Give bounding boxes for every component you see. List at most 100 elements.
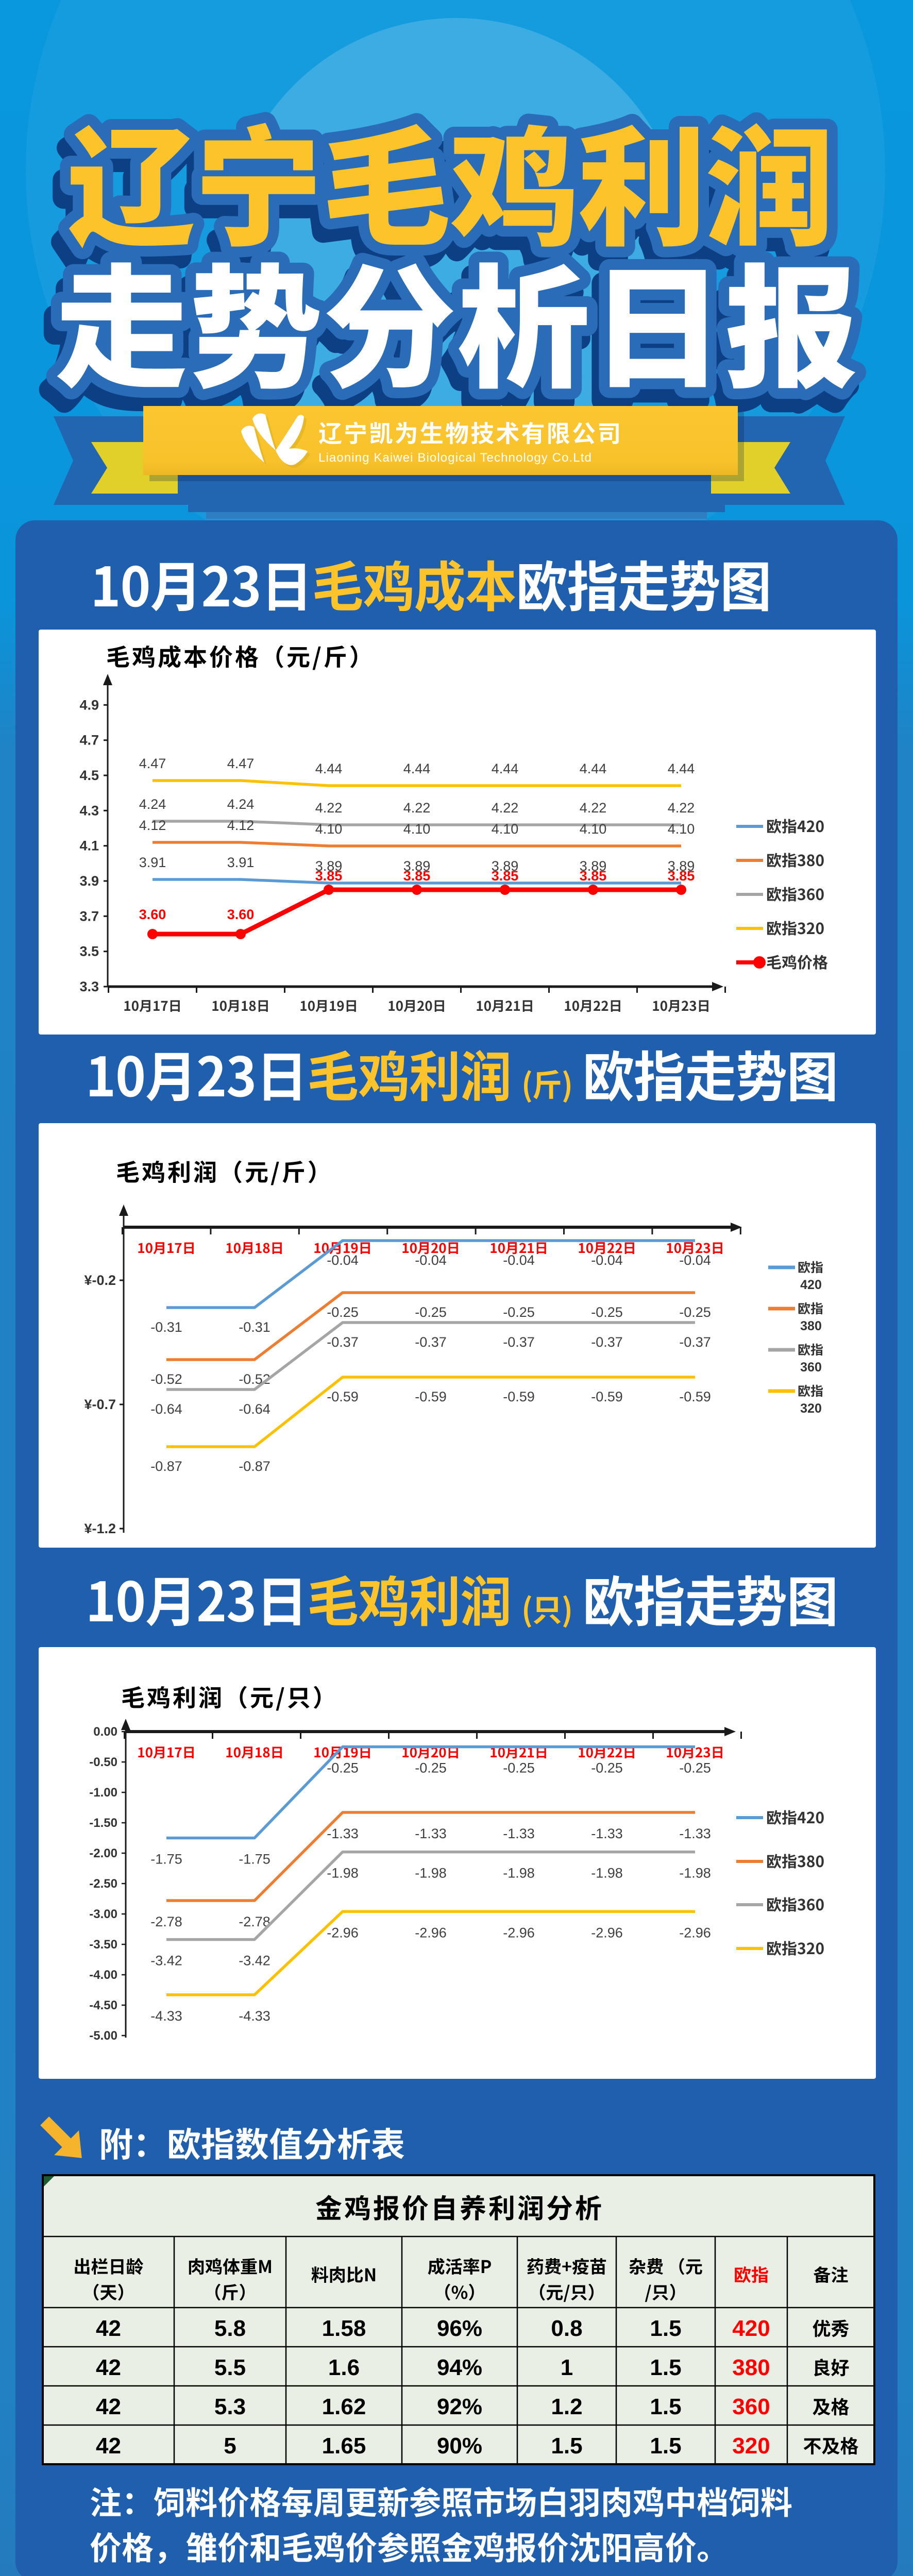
svg-text:94%: 94%	[437, 2355, 482, 2380]
svg-text:-0.59: -0.59	[679, 1389, 711, 1404]
svg-text:320: 320	[732, 2433, 770, 2459]
svg-text:3.7: 3.7	[79, 908, 99, 924]
svg-text:3.5: 3.5	[79, 944, 99, 959]
svg-text:4.47: 4.47	[139, 756, 166, 771]
svg-text:-0.52: -0.52	[239, 1371, 270, 1387]
svg-text:-1.00: -1.00	[89, 1786, 117, 1800]
svg-text:4.10: 4.10	[403, 821, 431, 837]
svg-text:-0.25: -0.25	[503, 1304, 535, 1320]
svg-text:3.85: 3.85	[492, 868, 519, 884]
svg-text:-0.25: -0.25	[415, 1760, 447, 1776]
svg-text:-0.59: -0.59	[591, 1389, 623, 1404]
svg-text:4.44: 4.44	[315, 761, 343, 776]
svg-text:4.22: 4.22	[492, 800, 519, 816]
svg-text:1.5: 1.5	[650, 2394, 681, 2419]
svg-text:5.5: 5.5	[214, 2355, 246, 2380]
svg-text:-0.25: -0.25	[591, 1760, 623, 1776]
svg-text:-1.98: -1.98	[679, 1866, 711, 1881]
svg-text:-1.33: -1.33	[327, 1826, 359, 1841]
svg-text:42: 42	[96, 2394, 121, 2419]
svg-text:-1.98: -1.98	[327, 1866, 359, 1881]
svg-text:42: 42	[96, 2316, 121, 2341]
svg-text:-0.25: -0.25	[679, 1304, 711, 1320]
svg-text:-1.33: -1.33	[503, 1826, 535, 1841]
svg-text:360: 360	[800, 1360, 822, 1375]
svg-text:-0.04: -0.04	[415, 1252, 447, 1268]
svg-text:5.3: 5.3	[214, 2394, 246, 2419]
svg-text:4.47: 4.47	[227, 756, 255, 771]
svg-text:-4.33: -4.33	[239, 2008, 270, 2024]
svg-text:0.00: 0.00	[93, 1725, 117, 1739]
svg-text:-0.25: -0.25	[591, 1304, 623, 1320]
svg-text:4.22: 4.22	[668, 800, 695, 816]
svg-text:4.10: 4.10	[668, 821, 695, 837]
svg-text:1.6: 1.6	[328, 2355, 360, 2380]
svg-text:320: 320	[800, 1401, 822, 1416]
svg-text:-2.96: -2.96	[503, 1925, 535, 1940]
svg-text:1: 1	[561, 2355, 573, 2380]
svg-text:4.22: 4.22	[403, 800, 431, 816]
svg-text:3.60: 3.60	[227, 907, 255, 922]
svg-text:1.5: 1.5	[650, 2433, 681, 2459]
svg-text:3.89: 3.89	[492, 858, 519, 874]
svg-text:96%: 96%	[437, 2316, 482, 2341]
svg-text:5: 5	[224, 2433, 236, 2459]
svg-text:-0.64: -0.64	[239, 1401, 270, 1417]
svg-text:-3.42: -3.42	[239, 1953, 270, 1969]
svg-text:4.22: 4.22	[315, 800, 343, 816]
svg-text:-1.50: -1.50	[89, 1816, 117, 1830]
svg-text:4.3: 4.3	[79, 803, 99, 818]
svg-text:-0.59: -0.59	[503, 1389, 535, 1404]
svg-text:3.85: 3.85	[668, 868, 695, 884]
svg-text:4.44: 4.44	[580, 761, 607, 776]
svg-text:-1.33: -1.33	[679, 1826, 711, 1841]
svg-text:-2.96: -2.96	[679, 1925, 711, 1940]
svg-text:3.60: 3.60	[139, 907, 166, 922]
svg-text:-2.96: -2.96	[327, 1925, 359, 1940]
svg-text:4.7: 4.7	[79, 733, 99, 748]
svg-text:Liaoning Kaiwei Biological Tec: Liaoning Kaiwei Biological Technology Co…	[318, 451, 592, 465]
svg-text:4.12: 4.12	[139, 818, 166, 833]
svg-text:90%: 90%	[437, 2433, 482, 2459]
svg-text:3.89: 3.89	[580, 858, 607, 874]
svg-text:420: 420	[732, 2316, 770, 2341]
svg-text:360: 360	[732, 2394, 770, 2419]
svg-text:3.85: 3.85	[315, 868, 343, 884]
svg-text:-0.31: -0.31	[150, 1319, 182, 1335]
svg-text:5.8: 5.8	[214, 2316, 246, 2341]
svg-text:3.89: 3.89	[403, 858, 431, 874]
svg-text:-0.25: -0.25	[327, 1304, 359, 1320]
svg-text:-0.52: -0.52	[150, 1371, 182, 1387]
svg-text:-1.75: -1.75	[150, 1852, 182, 1867]
svg-text:¥-0.7: ¥-0.7	[84, 1397, 116, 1412]
svg-text:-0.04: -0.04	[327, 1252, 359, 1268]
svg-text:4.44: 4.44	[492, 761, 519, 776]
svg-text:-0.04: -0.04	[503, 1252, 535, 1268]
svg-text:4.22: 4.22	[580, 800, 607, 816]
svg-text:¥-1.2: ¥-1.2	[84, 1521, 116, 1536]
svg-text:1.5: 1.5	[551, 2433, 582, 2459]
svg-text:3.9: 3.9	[79, 873, 99, 889]
svg-text:4.9: 4.9	[79, 697, 99, 713]
svg-text:-1.33: -1.33	[415, 1826, 447, 1841]
svg-text:-0.04: -0.04	[679, 1252, 711, 1268]
svg-text:-0.87: -0.87	[239, 1459, 270, 1474]
svg-text:-1.33: -1.33	[591, 1826, 623, 1841]
svg-text:-1.98: -1.98	[503, 1866, 535, 1881]
svg-text:92%: 92%	[437, 2394, 482, 2419]
svg-text:¥-0.2: ¥-0.2	[84, 1273, 116, 1288]
svg-text:380: 380	[800, 1319, 822, 1333]
svg-text:-0.25: -0.25	[327, 1760, 359, 1776]
svg-text:-3.00: -3.00	[89, 1907, 117, 1921]
svg-text:-0.87: -0.87	[150, 1459, 182, 1474]
svg-text:1.58: 1.58	[322, 2316, 366, 2341]
svg-text:3.3: 3.3	[79, 979, 99, 994]
svg-text:4.24: 4.24	[139, 796, 166, 812]
svg-text:42: 42	[96, 2433, 121, 2459]
svg-text:4.10: 4.10	[580, 821, 607, 837]
svg-text:4.10: 4.10	[492, 821, 519, 837]
svg-text:4.10: 4.10	[315, 821, 343, 837]
svg-text:-0.37: -0.37	[679, 1334, 711, 1350]
svg-text:1.2: 1.2	[551, 2394, 582, 2419]
svg-text:-3.42: -3.42	[150, 1953, 182, 1969]
